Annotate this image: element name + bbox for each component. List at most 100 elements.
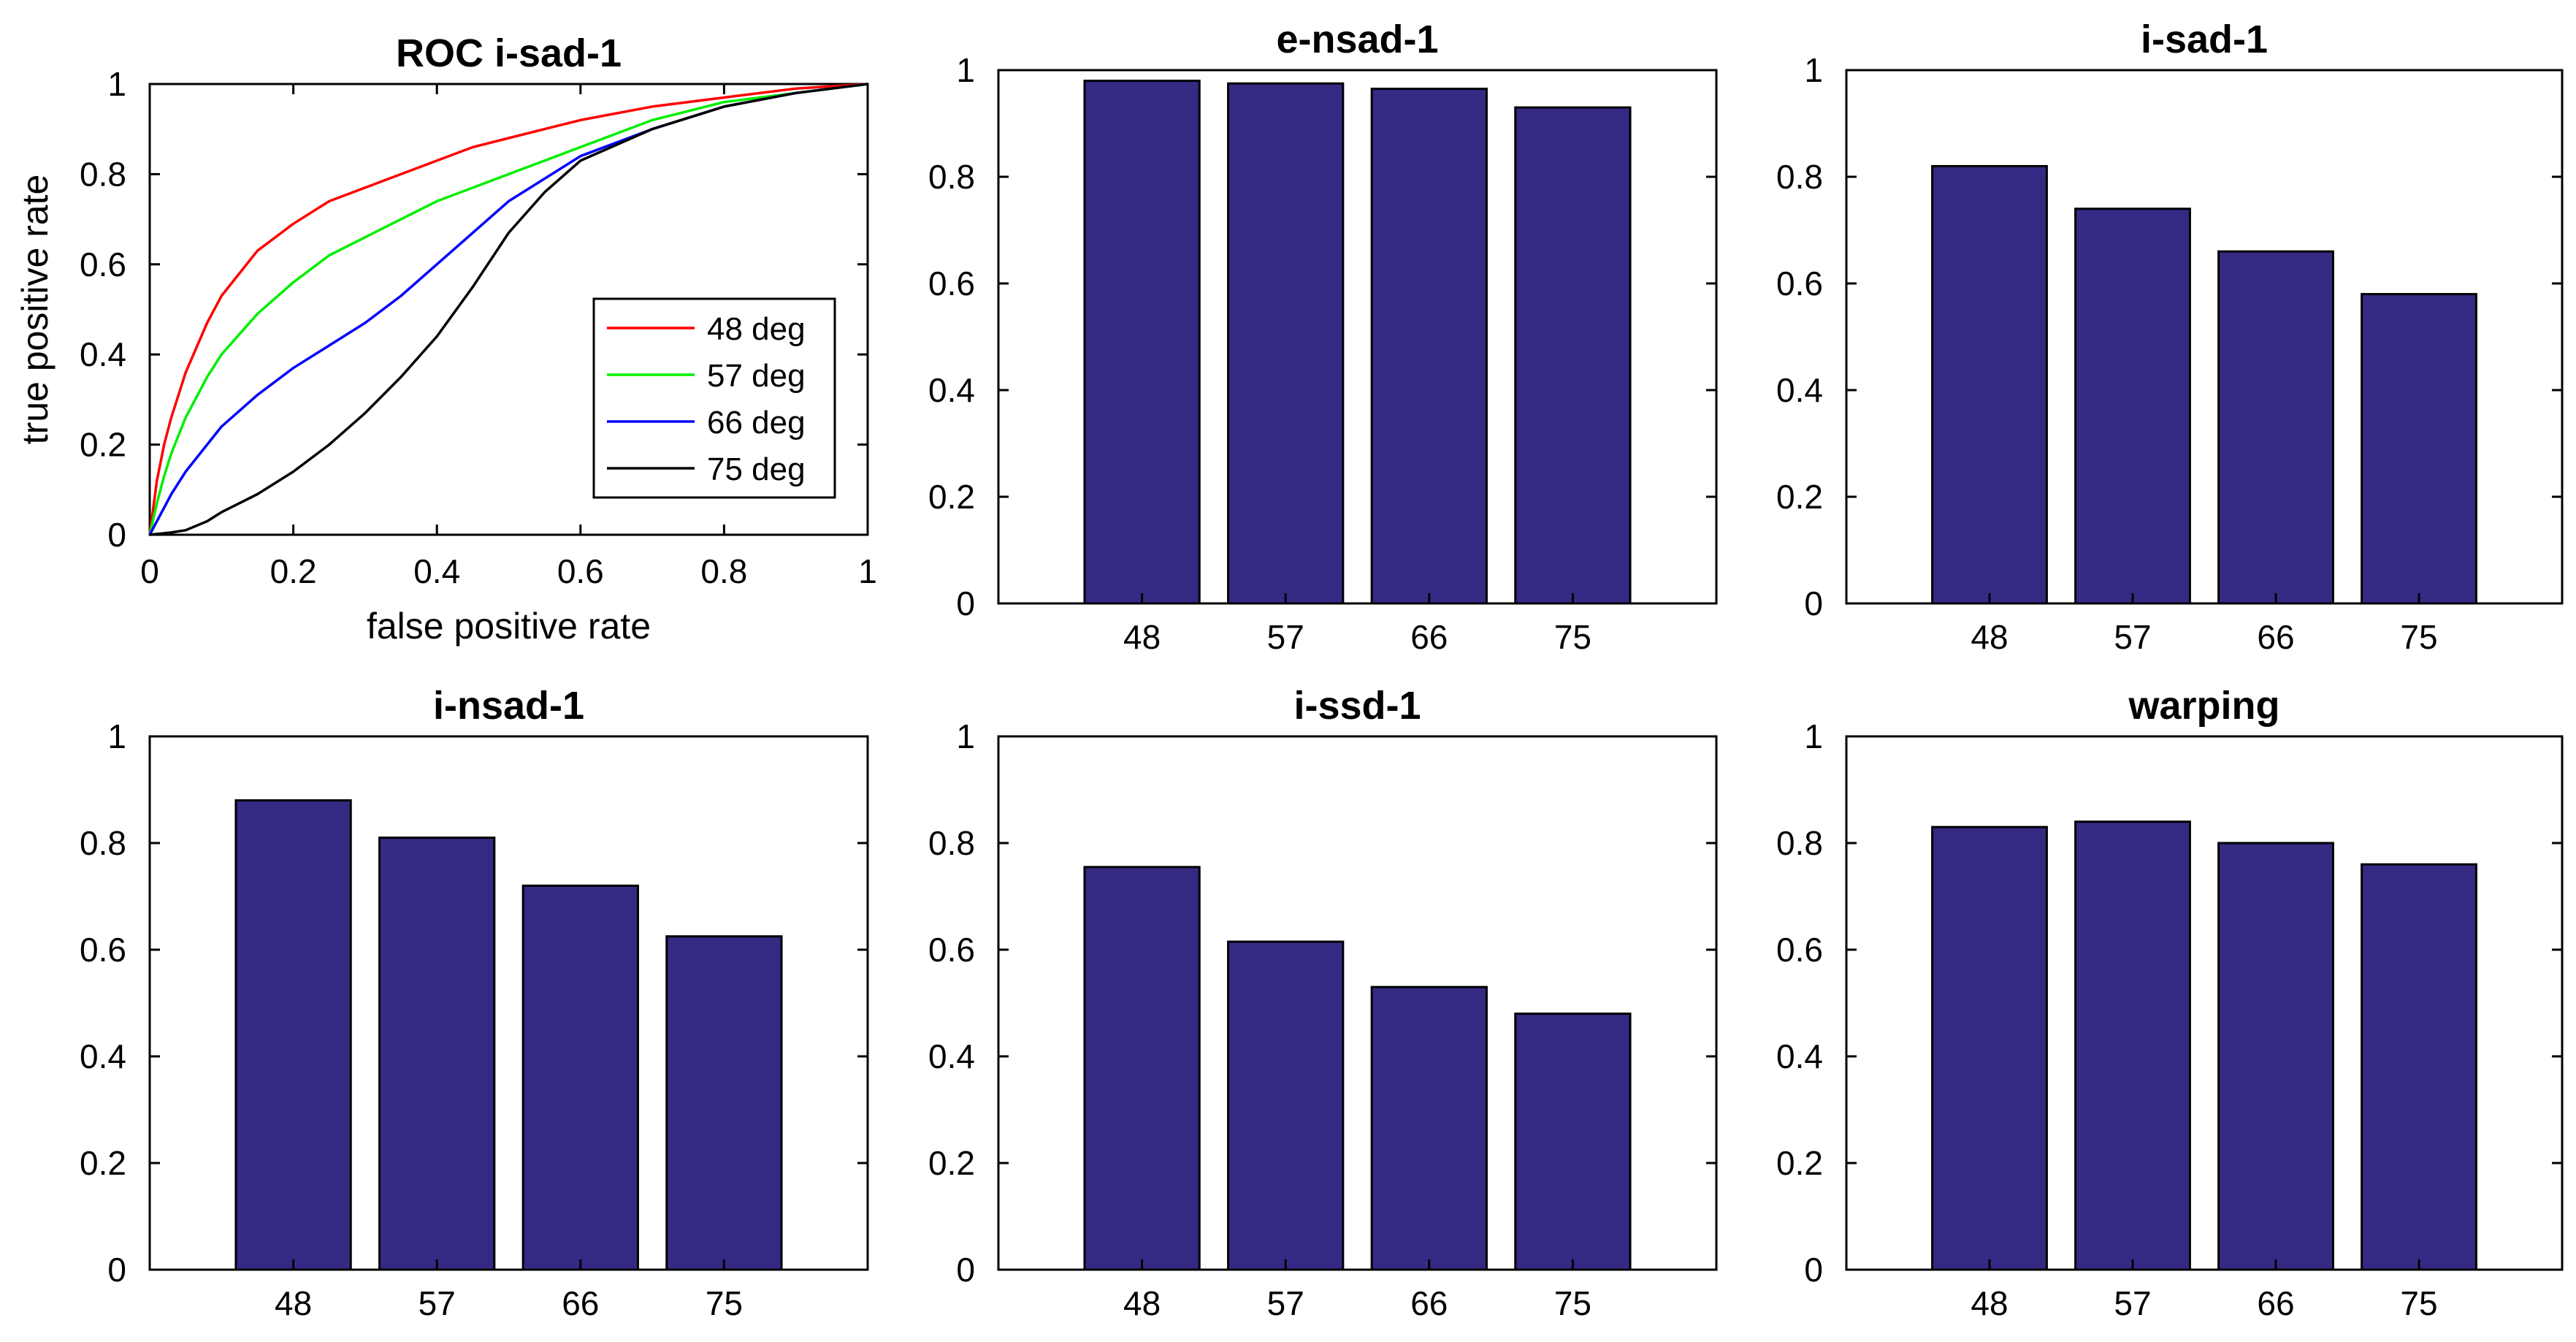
x-tick-label: 66 — [562, 1284, 599, 1322]
y-tick-label: 0.6 — [928, 264, 975, 302]
x-tick-label: 0.4 — [413, 552, 460, 590]
panel-roc-i-sad-1: ROC i-sad-1 0 0.2 0.4 0.6 0.8 1 0 0.2 0.4 0.6 0.8 1 f… — [15, 31, 877, 647]
x-tick-label: 48 — [1971, 1284, 2008, 1322]
bar-66 — [521, 884, 639, 1271]
bar-57 — [1227, 82, 1345, 605]
panel-i-nsad-1: i-nsad-1 0 0.2 0.4 0.6 0.8 1 48 57 66 75 — [80, 684, 869, 1322]
y-tick-label: 0.8 — [928, 824, 975, 862]
panel-i-ssd-1: i-ssd-1 0 0.2 0.4 0.6 0.8 1 48 57 66 75 — [928, 684, 1718, 1322]
x-tick-label: 0.6 — [557, 552, 604, 590]
y-tick-label: 0.2 — [80, 1144, 126, 1182]
y-tick-label: 1 — [107, 717, 126, 755]
bar-57 — [2074, 207, 2191, 605]
bar-75 — [1514, 106, 1632, 605]
y-tick-label: 1 — [956, 51, 975, 89]
axes-box — [997, 735, 1718, 1271]
x-tick-label: 75 — [1554, 618, 1591, 656]
y-tick-label: 0 — [1804, 584, 1823, 622]
x-tick-label: 48 — [1123, 1284, 1161, 1322]
x-tick-label: 48 — [275, 1284, 312, 1322]
x-tick-label: 75 — [1554, 1284, 1591, 1322]
y-tick-label: 0.4 — [80, 335, 126, 373]
x-tick-label: 57 — [1267, 1284, 1304, 1322]
y-tick-label: 0.2 — [928, 1144, 975, 1182]
x-tick-label: 75 — [2400, 1284, 2437, 1322]
bar-75 — [2361, 293, 2477, 605]
chart-title: i-sad-1 — [2141, 18, 2268, 61]
x-tick-label: 57 — [2114, 1284, 2151, 1322]
bar-48 — [1083, 80, 1201, 605]
panel-warping: warping 0 0.2 0.4 0.6 0.8 1 48 57 66 75 — [1776, 684, 2564, 1322]
y-tick-label: 0.8 — [1776, 824, 1823, 862]
x-tick-label: 57 — [1267, 618, 1304, 656]
bar-75 — [1514, 1013, 1632, 1271]
legend-label-57-deg: 57 deg — [707, 358, 806, 394]
legend-box — [592, 297, 836, 499]
y-tick-label: 0 — [107, 516, 126, 554]
x-tick-label: 66 — [2257, 1284, 2294, 1322]
y-tick-label: 0.8 — [928, 158, 975, 196]
x-tick-label: 75 — [706, 1284, 743, 1322]
y-tick-label: 0.2 — [928, 478, 975, 516]
legend-label-66-deg: 66 deg — [707, 405, 806, 441]
y-tick-label: 0.4 — [1776, 1037, 1823, 1075]
panel-i-sad-1: i-sad-1 0 0.2 0.4 0.6 0.8 1 48 57 66 75 — [1776, 18, 2564, 656]
bar-66 — [1370, 985, 1488, 1271]
y-tick-label: 0.2 — [1776, 478, 1823, 516]
bar-75 — [2361, 863, 2477, 1271]
y-tick-label: 0.2 — [80, 426, 126, 464]
bar-75 — [665, 935, 783, 1271]
axes-box — [148, 735, 869, 1271]
y-tick-label: 1 — [956, 717, 975, 755]
bar-66 — [2217, 842, 2334, 1271]
bar-48 — [1931, 164, 2048, 605]
x-tick-label: 0.8 — [700, 552, 747, 590]
series-57-deg — [148, 83, 868, 535]
bar-57 — [1227, 940, 1345, 1271]
axes-box — [148, 83, 869, 536]
x-axis-label: false positive rate — [367, 606, 651, 647]
y-tick-label: 0.4 — [1776, 371, 1823, 409]
bar-66 — [2217, 250, 2334, 605]
chart-title: i-ssd-1 — [1293, 684, 1421, 728]
y-tick-label: 0.6 — [80, 245, 126, 283]
y-axis-label: true positive rate — [15, 175, 56, 445]
x-tick-label: 66 — [1410, 1284, 1448, 1322]
bar-57 — [378, 836, 496, 1271]
axes-box — [997, 69, 1718, 605]
chart-title: warping — [2128, 684, 2279, 728]
y-tick-label: 0.8 — [1776, 158, 1823, 196]
y-tick-label: 0.8 — [80, 155, 126, 193]
y-tick-label: 0 — [1804, 1251, 1823, 1289]
bar-66 — [1370, 88, 1488, 605]
y-tick-label: 0.6 — [1776, 931, 1823, 969]
bar-48 — [1931, 826, 2048, 1271]
y-tick-label: 0 — [956, 1251, 975, 1289]
x-tick-label: 48 — [1123, 618, 1161, 656]
y-tick-label: 1 — [1804, 717, 1823, 755]
y-tick-label: 0.6 — [80, 931, 126, 969]
y-tick-label: 0 — [107, 1251, 126, 1289]
x-tick-label: 66 — [1410, 618, 1448, 656]
x-tick-label: 57 — [2114, 618, 2151, 656]
chart-title: ROC i-sad-1 — [396, 31, 622, 75]
y-tick-label: 0 — [956, 584, 975, 622]
y-tick-label: 1 — [107, 65, 126, 103]
axes-box — [1845, 735, 2564, 1271]
y-tick-label: 0.6 — [1776, 264, 1823, 302]
y-tick-label: 0.4 — [80, 1037, 126, 1075]
y-tick-label: 1 — [1804, 51, 1823, 89]
x-tick-label: 48 — [1971, 618, 2008, 656]
legend: 48 deg 57 deg 66 deg 75 deg — [592, 297, 836, 499]
series-48-deg — [148, 83, 868, 535]
y-tick-label: 0.2 — [1776, 1144, 1823, 1182]
x-tick-label: 75 — [2400, 618, 2437, 656]
axes-box — [1845, 69, 2564, 605]
y-tick-label: 0.4 — [928, 371, 975, 409]
bar-48 — [234, 799, 352, 1271]
chart-title: e-nsad-1 — [1276, 18, 1438, 61]
legend-label-75-deg: 75 deg — [707, 451, 806, 487]
y-tick-label: 0.6 — [928, 931, 975, 969]
y-tick-label: 0.8 — [80, 824, 126, 862]
